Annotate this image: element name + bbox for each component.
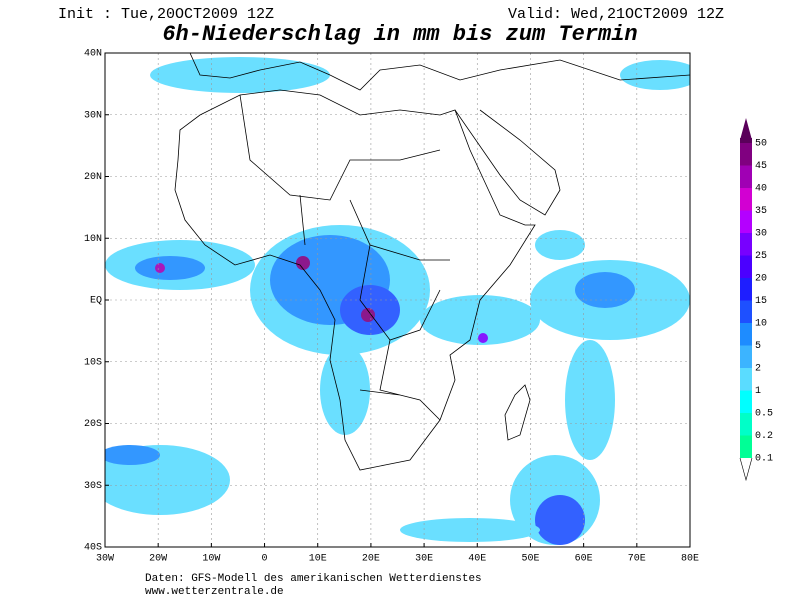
legend-color bbox=[740, 413, 752, 436]
legend-level: 2 bbox=[755, 364, 761, 375]
legend-color bbox=[740, 165, 752, 188]
legend-color bbox=[740, 345, 752, 368]
lat-label: 40S bbox=[84, 543, 102, 554]
legend-color bbox=[740, 390, 752, 413]
legend-level: 10 bbox=[755, 319, 767, 330]
borders bbox=[239, 94, 450, 421]
lon-label: 70E bbox=[628, 554, 646, 565]
legend-color bbox=[740, 255, 752, 278]
map-title: 6h-Niederschlag in mm bis zum Termin bbox=[162, 22, 637, 47]
valid-time: Valid: Wed,21OCT2009 12Z bbox=[508, 6, 724, 23]
map-area bbox=[105, 53, 690, 547]
europe-coastline bbox=[189, 53, 690, 91]
lat-label: 40N bbox=[84, 49, 102, 60]
legend-arrow-top bbox=[740, 118, 752, 140]
legend-color bbox=[740, 278, 752, 301]
legend-level: 0.1 bbox=[755, 454, 773, 465]
rain-area bbox=[620, 60, 690, 90]
rain-area bbox=[535, 230, 585, 260]
lat-label: 30S bbox=[84, 481, 102, 492]
rain-area bbox=[105, 445, 160, 465]
africa-coastline bbox=[174, 89, 536, 471]
lon-label: 60E bbox=[575, 554, 593, 565]
legend-level: 35 bbox=[755, 206, 767, 217]
madagascar-coastline bbox=[504, 384, 531, 441]
legend-level: 45 bbox=[755, 161, 767, 172]
legend-level: 1 bbox=[755, 386, 761, 397]
legend-color bbox=[740, 210, 752, 233]
legend-color bbox=[740, 435, 752, 458]
lat-label: EQ bbox=[90, 296, 102, 307]
legend-color bbox=[740, 300, 752, 323]
rain-area bbox=[575, 272, 635, 308]
legend-color bbox=[740, 233, 752, 256]
legend-color bbox=[740, 188, 752, 211]
lat-label: 10N bbox=[84, 234, 102, 245]
lat-label: 30N bbox=[84, 110, 102, 121]
init-time: Init : Tue,20OCT2009 12Z bbox=[58, 6, 274, 23]
legend-color bbox=[740, 143, 752, 166]
rain-area bbox=[320, 345, 370, 435]
rain-area bbox=[135, 256, 205, 280]
legend-level: 5 bbox=[755, 341, 761, 352]
lat-label: 20S bbox=[84, 419, 102, 430]
legend-arrow-bottom bbox=[739, 457, 753, 482]
arabia-coastline bbox=[454, 109, 561, 216]
lon-label: 80E bbox=[681, 554, 699, 565]
lon-label: 40E bbox=[468, 554, 486, 565]
legend-level: 25 bbox=[755, 251, 767, 262]
data-source: Daten: GFS-Modell des amerikanischen Wet… bbox=[145, 573, 482, 585]
legend-color bbox=[740, 138, 752, 143]
lon-label: 30E bbox=[415, 554, 433, 565]
website: www.wetterzentrale.de bbox=[145, 586, 284, 598]
precipitation-field bbox=[105, 57, 690, 545]
legend-level: 15 bbox=[755, 296, 767, 307]
legend-level: 0.5 bbox=[755, 409, 773, 420]
lon-label: 20W bbox=[149, 554, 167, 565]
lon-label: 0 bbox=[262, 554, 268, 565]
lon-label: 10W bbox=[202, 554, 220, 565]
lat-label: 20N bbox=[84, 172, 102, 183]
rain-area bbox=[420, 295, 540, 345]
legend-level: 0.2 bbox=[755, 431, 773, 442]
legend-level: 40 bbox=[755, 184, 767, 195]
rain-area bbox=[535, 495, 585, 545]
lon-label: 20E bbox=[362, 554, 380, 565]
legend-level: 20 bbox=[755, 274, 767, 285]
rain-area bbox=[400, 518, 540, 542]
legend-level: 30 bbox=[755, 229, 767, 240]
rain-area bbox=[565, 340, 615, 460]
lon-label: 10E bbox=[309, 554, 327, 565]
rain-core bbox=[296, 256, 310, 270]
rain-core bbox=[478, 333, 488, 343]
legend-color bbox=[740, 368, 752, 391]
lat-label: 10S bbox=[84, 357, 102, 368]
rain-core bbox=[361, 308, 375, 322]
legend-level: 50 bbox=[755, 139, 767, 150]
legend-color bbox=[740, 323, 752, 346]
rain-core bbox=[155, 263, 165, 273]
lon-label: 30W bbox=[96, 554, 114, 565]
lon-label: 50E bbox=[521, 554, 539, 565]
